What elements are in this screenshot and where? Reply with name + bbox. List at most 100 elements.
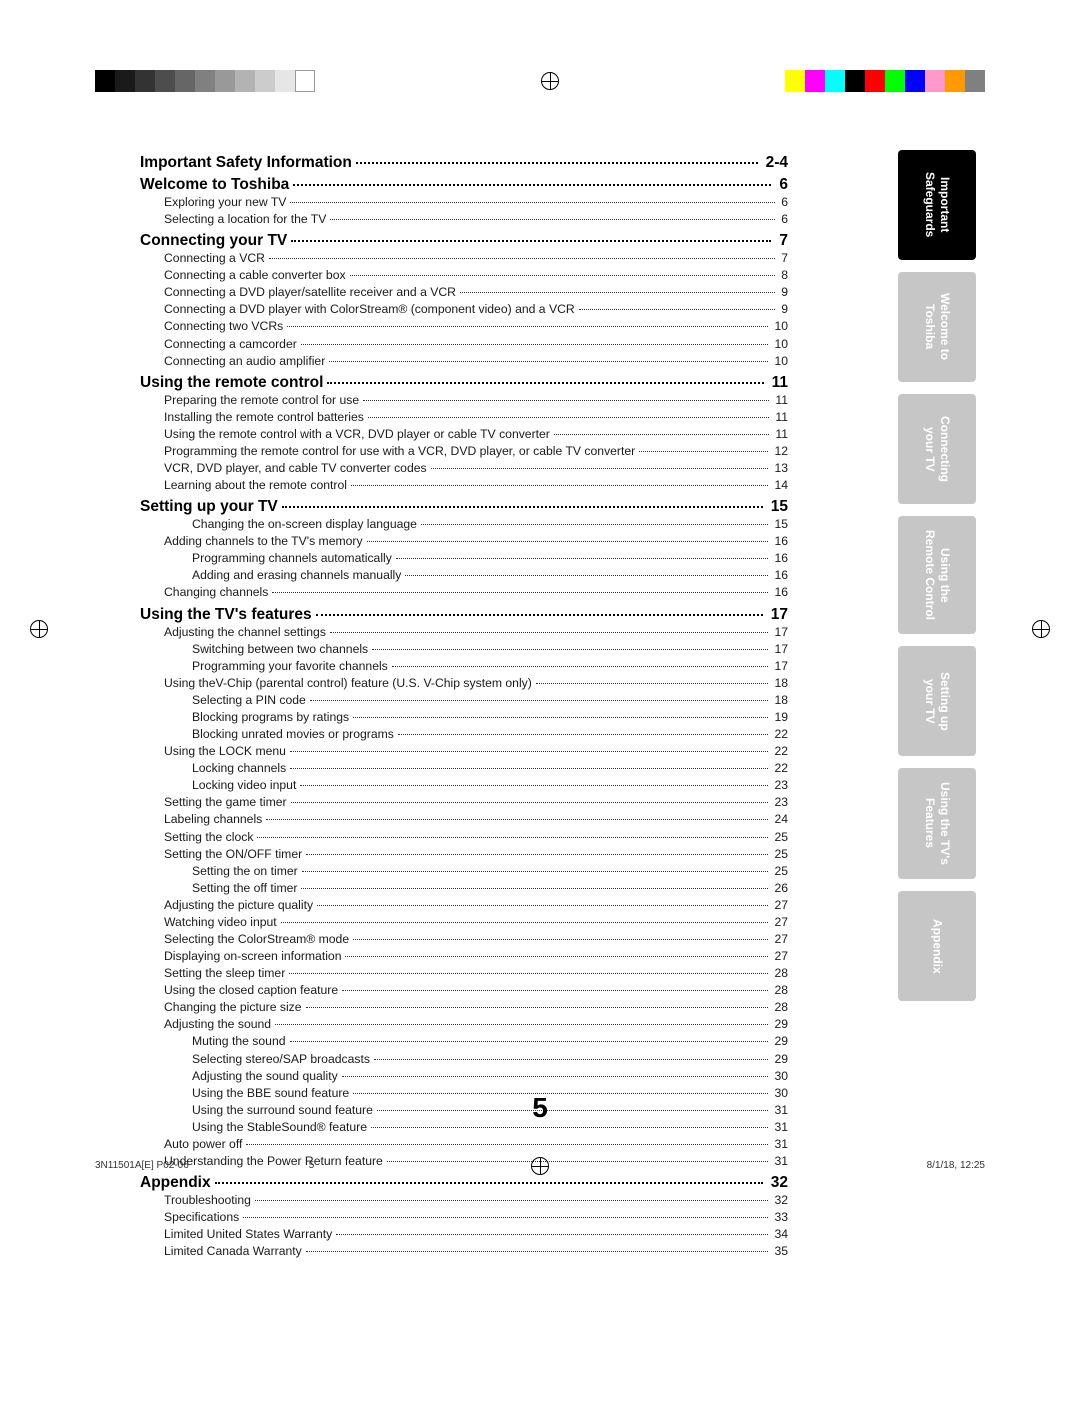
toc-section-heading: Appendix 32 — [140, 1174, 788, 1192]
toc-label: Adding channels to the TV's memory — [164, 533, 363, 550]
footer-page: 5 — [309, 1160, 315, 1171]
toc-page-num: 31 — [774, 1136, 788, 1153]
toc-page-num: 15 — [771, 498, 788, 516]
toc-label: Learning about the remote control — [164, 477, 347, 494]
toc-leader — [431, 468, 769, 469]
toc-leader — [405, 575, 768, 576]
toc-leader — [330, 219, 775, 220]
toc-entry: Connecting a DVD player/satellite receiv… — [140, 284, 788, 301]
toc-entry: Connecting a camcorder 10 — [140, 336, 788, 353]
toc-label: Adjusting the sound quality — [192, 1068, 338, 1085]
toc-label: Connecting your TV — [140, 232, 287, 250]
toc-leader — [275, 1024, 768, 1025]
toc-label: Locking video input — [192, 777, 296, 794]
toc-page-num: 23 — [774, 777, 788, 794]
toc-leader — [372, 649, 768, 650]
toc-entry: Connecting a DVD player with ColorStream… — [140, 301, 788, 318]
toc-label: Selecting a PIN code — [192, 692, 306, 709]
toc-page-num: 10 — [774, 353, 788, 370]
toc-entry: Using the remote control with a VCR, DVD… — [140, 426, 788, 443]
toc-entry: Exploring your new TV 6 — [140, 194, 788, 211]
grayscale-swatch — [295, 70, 315, 92]
toc-leader — [353, 717, 768, 718]
toc-label: Exploring your new TV — [164, 194, 286, 211]
toc-label: Using the remote control — [140, 374, 323, 392]
toc-leader — [255, 1200, 768, 1201]
toc-page-num: 10 — [774, 336, 788, 353]
grayscale-swatch — [215, 70, 235, 92]
toc-page-num: 28 — [774, 999, 788, 1016]
toc-leader — [243, 1217, 768, 1218]
toc-entry: Adding and erasing channels manually 16 — [140, 567, 788, 584]
toc-page-num: 23 — [774, 794, 788, 811]
toc-entry: Selecting a location for the TV 6 — [140, 211, 788, 228]
grayscale-swatch — [175, 70, 195, 92]
toc-label: Blocking programs by ratings — [192, 709, 349, 726]
toc-entry: Locking channels 22 — [140, 760, 788, 777]
toc-entry: Adjusting the channel settings 17 — [140, 624, 788, 641]
toc-leader — [289, 973, 768, 974]
toc-page-num: 24 — [774, 811, 788, 828]
toc-leader — [579, 309, 776, 310]
toc-entry: Programming the remote control for use w… — [140, 443, 788, 460]
toc-leader — [342, 990, 768, 991]
toc-entry: Adjusting the sound quality 30 — [140, 1068, 788, 1085]
toc-entry: Using the closed caption feature 28 — [140, 982, 788, 999]
toc-label: Blocking unrated movies or programs — [192, 726, 394, 743]
toc-leader — [300, 785, 768, 786]
toc-page-num: 16 — [774, 584, 788, 601]
toc-entry: Specifications 33 — [140, 1209, 788, 1226]
toc-page-num: 11 — [772, 374, 788, 392]
toc-page-num: 19 — [774, 709, 788, 726]
section-tab: Setting up your TV — [898, 646, 976, 756]
registration-mark-top — [541, 72, 559, 90]
toc-page-num: 26 — [774, 880, 788, 897]
grayscale-swatch — [235, 70, 255, 92]
toc-page-num: 18 — [774, 692, 788, 709]
toc-entry: Selecting a PIN code 18 — [140, 692, 788, 709]
toc-leader — [554, 434, 769, 435]
toc-page-num: 29 — [774, 1016, 788, 1033]
toc-page-num: 28 — [774, 982, 788, 999]
toc-entry: Muting the sound 29 — [140, 1033, 788, 1050]
toc-entry: Adjusting the picture quality 27 — [140, 897, 788, 914]
toc-leader — [301, 888, 768, 889]
toc-leader — [272, 592, 768, 593]
toc-entry: Setting the game timer 23 — [140, 794, 788, 811]
toc-label: Installing the remote control batteries — [164, 409, 364, 426]
toc-entry: Preparing the remote control for use 11 — [140, 392, 788, 409]
toc-leader — [291, 802, 769, 803]
toc-leader — [215, 1182, 763, 1184]
toc-page-num: 9 — [781, 301, 788, 318]
color-bar — [785, 70, 985, 92]
toc-leader — [371, 1127, 768, 1128]
toc-leader — [327, 382, 763, 384]
toc-label: Changing channels — [164, 584, 268, 601]
toc-page-num: 27 — [774, 931, 788, 948]
toc-entry: VCR, DVD player, and cable TV converter … — [140, 460, 788, 477]
toc-label: Labeling channels — [164, 811, 262, 828]
toc-label: Troubleshooting — [164, 1192, 251, 1209]
toc-entry: Learning about the remote control 14 — [140, 477, 788, 494]
toc-leader — [246, 1144, 768, 1145]
toc-page-num: 25 — [774, 829, 788, 846]
color-swatch — [905, 70, 925, 92]
toc-label: Adding and erasing channels manually — [192, 567, 401, 584]
color-swatch — [865, 70, 885, 92]
toc-label: Limited Canada Warranty — [164, 1243, 302, 1260]
color-swatch — [945, 70, 965, 92]
toc-label: Setting the off timer — [192, 880, 297, 897]
toc-section-heading: Connecting your TV 7 — [140, 232, 788, 250]
toc-page-num: 28 — [774, 965, 788, 982]
registration-mark-right — [1032, 620, 1050, 638]
toc-leader — [363, 400, 769, 401]
grayscale-swatch — [115, 70, 135, 92]
color-swatch — [805, 70, 825, 92]
toc-leader — [330, 632, 769, 633]
toc-label: Connecting a camcorder — [164, 336, 297, 353]
toc-page-num: 7 — [781, 250, 788, 267]
toc-section-heading: Using the TV's features 17 — [140, 606, 788, 624]
grayscale-swatch — [135, 70, 155, 92]
toc-entry: Connecting a cable converter box 8 — [140, 267, 788, 284]
crop-marks-top — [95, 70, 985, 92]
